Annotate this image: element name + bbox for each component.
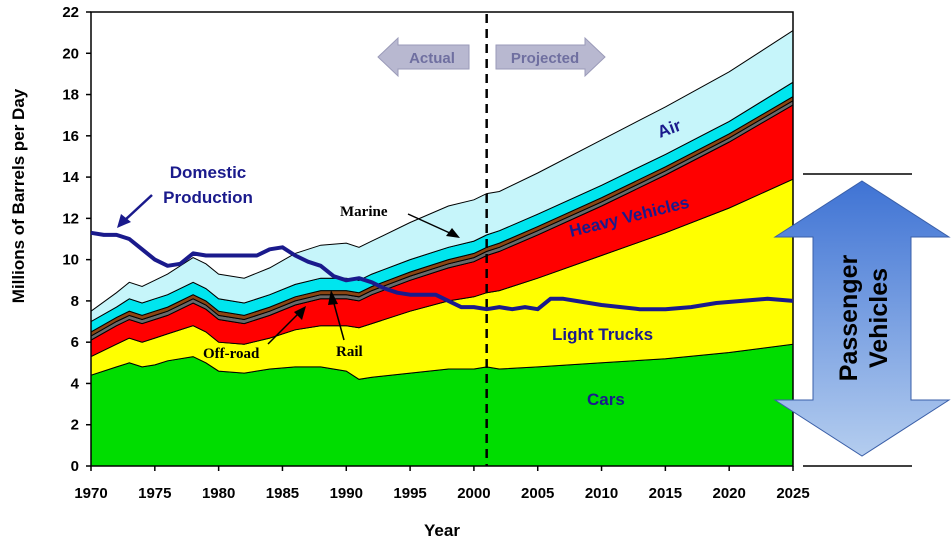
y-tick-label: 12 (62, 210, 79, 227)
y-tick-label: 4 (71, 375, 80, 392)
domestic-pointer-arrowhead (117, 214, 131, 228)
marine-label: Marine (340, 204, 388, 220)
x-tick-label: 2015 (649, 485, 682, 502)
x-axis-ticks: 1970 1975 1980 1985 1990 1995 2000 2005 2010 2015… (74, 466, 810, 502)
domestic-pointer-line (124, 194, 153, 221)
y-axis-title: Millions of Barrels per Day (9, 88, 28, 303)
x-axis-title: Year (424, 521, 460, 540)
off-road-pointer-arrowhead (294, 306, 306, 320)
rail-pointer-line (332, 299, 345, 341)
x-tick-label: 2020 (712, 485, 745, 502)
y-tick-label: 2 (71, 417, 79, 434)
projected-arrow (495, 36, 606, 78)
x-tick-label: 2010 (585, 485, 618, 502)
x-tick-label: 1970 (74, 485, 107, 502)
plot-frame (90, 11, 794, 467)
y-tick-label: 22 (62, 4, 79, 21)
off-road-label: Off-road (203, 346, 260, 362)
cars-label: Cars (587, 390, 625, 409)
x-tick-label: 1995 (393, 485, 426, 502)
domestic-label-line1: Domestic (170, 163, 247, 182)
marine-pointer-line (407, 213, 453, 235)
y-tick-label: 18 (62, 87, 79, 104)
passenger-label-line2: Vehicles (865, 268, 893, 368)
projected-label: Projected (511, 50, 579, 67)
off-road-pointer-line (267, 311, 301, 345)
y-tick-label: 16 (62, 128, 79, 145)
x-tick-label: 2025 (776, 485, 809, 502)
x-tick-label: 2000 (457, 485, 490, 502)
actual-arrow (377, 36, 470, 78)
y-tick-label: 14 (62, 169, 79, 186)
domestic-production-line (90, 230, 794, 312)
rail-label: Rail (336, 344, 363, 360)
y-axis-ticks: 0 2 4 6 8 10 12 14 16 18 20 22 (62, 4, 91, 475)
light-trucks-label: Light Trucks (552, 325, 653, 344)
x-tick-label: 1975 (138, 485, 171, 502)
passenger-vehicles-arrow (773, 180, 951, 457)
x-tick-label: 2005 (521, 485, 554, 502)
y-tick-label: 6 (71, 334, 79, 351)
stacked-areas (90, 29, 794, 467)
y-tick-label: 8 (71, 293, 79, 310)
domestic-label-line2: Production (163, 188, 253, 207)
x-tick-label: 1985 (266, 485, 299, 502)
x-tick-label: 1990 (330, 485, 363, 502)
rail-pointer-arrowhead (328, 290, 338, 305)
marine-pointer-arrowhead (446, 228, 460, 238)
y-tick-label: 20 (62, 45, 79, 62)
x-tick-label: 1980 (202, 485, 235, 502)
y-tick-label: 10 (62, 252, 79, 269)
actual-label: Actual (409, 50, 455, 67)
y-tick-label: 0 (71, 458, 79, 475)
passenger-label-line1: Passenger (835, 254, 863, 381)
